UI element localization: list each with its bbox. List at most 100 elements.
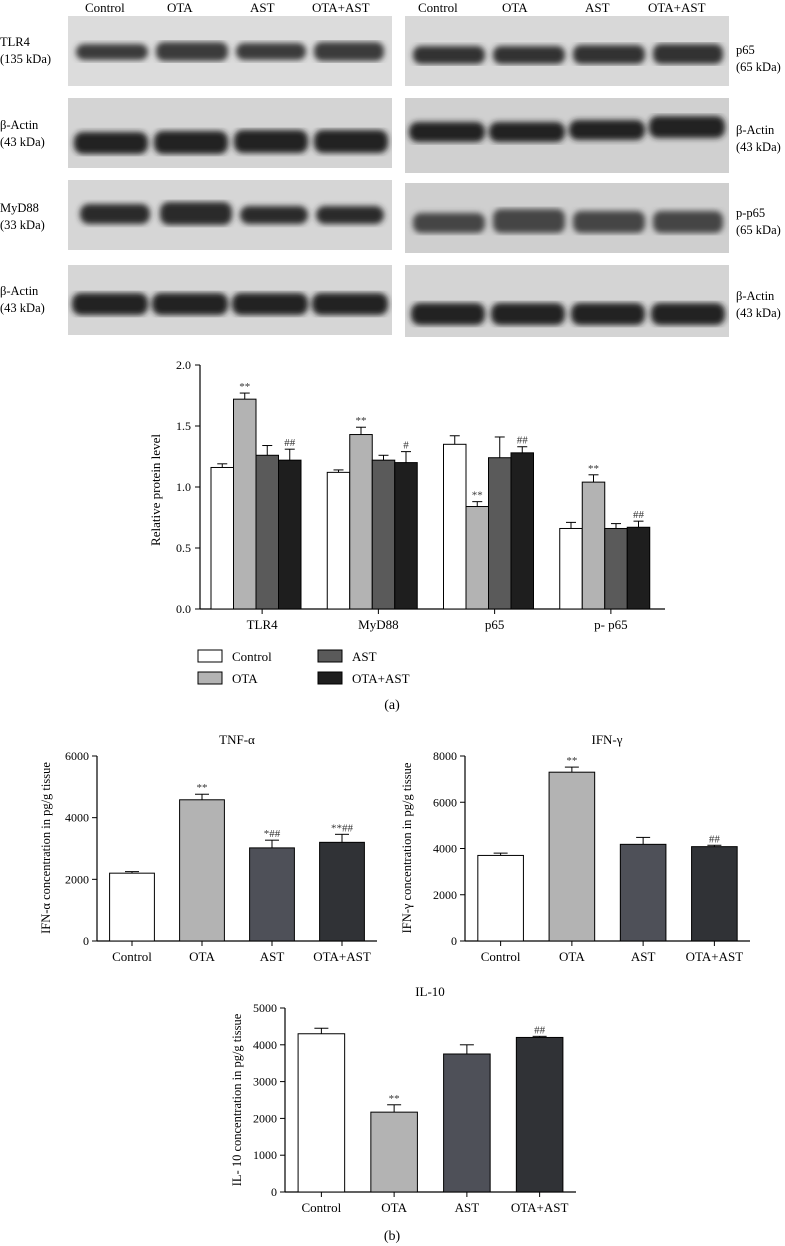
y-axis-label: IFN-α concentration in pg/g tissue: [39, 762, 53, 934]
significance-mark: ##: [709, 833, 721, 845]
x-tick-label-ast: AST: [455, 1200, 480, 1215]
legend-item-control: Control: [197, 649, 272, 664]
bar-ota: [179, 799, 225, 942]
bar-control: [297, 1033, 346, 1193]
y-tick-label: 1000: [253, 1148, 277, 1162]
y-axis-label: Relative protein level: [148, 434, 163, 546]
significance-mark: **: [588, 463, 599, 475]
x-tick-label-ast: AST: [631, 949, 656, 964]
blot-image-p65: [405, 16, 729, 86]
bar-p-p65-ota: [581, 481, 606, 610]
significance-mark: **: [239, 381, 250, 393]
lane-label-control: Control: [85, 0, 125, 15]
significance-mark: **: [566, 755, 577, 767]
blot-label-actin-2: β-Actin (43 kDa): [0, 284, 45, 315]
blot-image-actin-3: [405, 98, 729, 173]
blot-image-actin-1: [68, 98, 392, 168]
blot-label-myd88: MyD88 (33 kDa): [0, 201, 45, 232]
bar-myd88-ast: [371, 459, 396, 610]
bar-myd88-ota: [349, 434, 373, 610]
x-tick-label-ota: OTA: [189, 949, 215, 964]
y-tick-label: 1.0: [176, 480, 191, 494]
bar-ota: [370, 1111, 418, 1193]
blot-label-p-p65: p-p65 (65 kDa): [736, 206, 781, 237]
x-tick-label-tlr4: TLR4: [247, 617, 279, 632]
bar-myd88-control: [326, 471, 351, 610]
legend-label: OTA: [232, 671, 258, 686]
tnf-alpha-chart: TNF-α IFN-α concentration in pg/g tissue 0…: [39, 732, 377, 964]
y-tick-label: 2000: [253, 1111, 277, 1125]
lane-label-ota-ast-right: OTA+AST: [648, 0, 706, 15]
y-tick-label: 2000: [433, 888, 457, 902]
blot-label-actin-4: β-Actin (43 kDa): [736, 289, 781, 320]
legend-item-ota-ast: OTA+AST: [317, 671, 410, 686]
legend-swatch: [197, 671, 223, 685]
bar-p65-control: [443, 443, 467, 610]
bar-p-p65-control: [559, 527, 583, 610]
lane-label-ota-right: OTA: [502, 0, 528, 15]
blot-image-tlr4: [68, 16, 392, 86]
x-tick-label-control: Control: [481, 949, 521, 964]
bar-ast: [249, 847, 295, 942]
x-tick-label-control: Control: [302, 1200, 342, 1215]
protein-level-chart: Relative protein level 0.0 0.5 1.0 1.5 2.0 TL…: [148, 358, 665, 713]
il-10-chart: IL-10 IL- 10 concentration in pg/g tissue…: [230, 984, 576, 1215]
panel-label-a: (a): [384, 698, 400, 713]
bars: ** ## ** # ** ## ** ##: [210, 381, 651, 610]
bar-ota-ast: [319, 841, 365, 942]
y-tick-label: 6000: [433, 795, 457, 809]
bar-control: [477, 854, 524, 942]
bar-p-p65-ast: [604, 527, 628, 610]
legend-item-ota: OTA: [197, 671, 258, 686]
panel-label-b: (b): [384, 1229, 401, 1244]
y-tick-label: 4000: [65, 811, 89, 825]
y-axis-label: IL- 10 concentration in pg/g tissue: [230, 1013, 244, 1186]
legend-label: Control: [232, 649, 272, 664]
ifn-gamma-chart: IFN-γ IFN-γ concentration in pg/g tissue 0…: [400, 732, 750, 964]
legend-item-ast: AST: [317, 649, 377, 664]
y-tick-label: 0.5: [176, 541, 191, 555]
significance-mark: #: [403, 440, 409, 452]
lane-label-ota-ast: OTA+AST: [312, 0, 370, 15]
blot-label-actin-1: β-Actin (43 kDa): [0, 118, 45, 149]
significance-mark: ##: [517, 435, 529, 447]
legend: Control OTA AST OTA+AST: [197, 649, 410, 686]
significance-mark: *##: [264, 828, 281, 840]
legend-swatch: [317, 649, 343, 663]
y-tick-label: 0: [83, 934, 89, 948]
significance-mark: ##: [284, 437, 296, 449]
bar-ast: [619, 843, 667, 942]
bar-ota: [548, 771, 596, 942]
significance-mark: **: [472, 490, 483, 502]
bar-tlr4-ast: [255, 454, 279, 610]
legend-swatch: [317, 671, 343, 685]
blot-image-p-p65: [405, 183, 729, 253]
lane-label-control-right: Control: [418, 0, 458, 15]
x-tick-label-p65: p65: [485, 617, 505, 632]
y-tick-label: 0: [271, 1185, 277, 1199]
x-tick-label-ota-ast: OTA+AST: [511, 1200, 569, 1215]
blot-image-actin-2: [68, 265, 392, 335]
bar-tlr4-control: [210, 466, 234, 610]
blot-label-tlr4: TLR4 (135 kDa): [0, 35, 52, 66]
x-tick-label-p-p65: p- p65: [594, 617, 628, 632]
blot-label-actin-3: β-Actin (43 kDa): [736, 123, 781, 154]
legend-label: AST: [352, 649, 377, 664]
bar-ast: [443, 1053, 491, 1193]
x-tick-label-control: Control: [112, 949, 152, 964]
y-tick-label: 6000: [65, 749, 89, 763]
chart-title: TNF-α: [219, 732, 255, 747]
significance-mark: ##: [633, 509, 645, 521]
x-tick-label-ota-ast: OTA+AST: [686, 949, 744, 964]
y-tick-label: 4000: [253, 1038, 277, 1052]
legend-label: OTA+AST: [352, 671, 410, 686]
bar-tlr4-ota: [233, 398, 257, 610]
significance-mark: **: [356, 415, 367, 427]
y-tick-label: 4000: [433, 842, 457, 856]
lane-label-ast: AST: [250, 0, 275, 15]
bar-p65-ota-ast: [510, 452, 534, 610]
blot-image-myd88: [68, 180, 392, 250]
lane-label-ota: OTA: [167, 0, 193, 15]
y-tick-label: 2.0: [176, 358, 191, 372]
bar-ota-ast: [691, 846, 738, 942]
